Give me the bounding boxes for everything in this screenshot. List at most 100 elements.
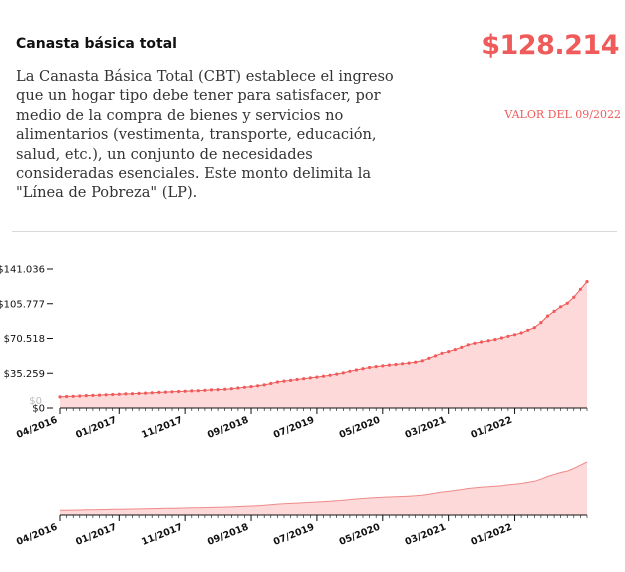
data-point[interactable] (354, 368, 358, 372)
data-point[interactable] (565, 301, 569, 305)
data-point[interactable] (447, 350, 451, 354)
context-x-tick-label: 09/2018 (206, 521, 250, 548)
data-point[interactable] (65, 394, 69, 399)
context-x-tick-label: 11/2017 (140, 522, 184, 548)
data-point[interactable] (427, 356, 431, 360)
data-point[interactable] (506, 334, 510, 338)
data-point[interactable] (137, 391, 141, 395)
data-point[interactable] (394, 362, 398, 367)
context-x-tick-label: 05/2020 (338, 521, 382, 548)
y-tick-label: $141.036 (0, 265, 45, 276)
data-point[interactable] (282, 379, 286, 383)
data-point[interactable] (71, 394, 75, 398)
data-point[interactable] (480, 340, 484, 344)
data-point[interactable] (302, 377, 306, 381)
data-point[interactable] (216, 388, 220, 392)
data-point[interactable] (150, 391, 154, 395)
y-tick-label-faded: $0 (29, 396, 42, 407)
data-point[interactable] (539, 321, 543, 325)
data-point[interactable] (223, 387, 227, 391)
data-point[interactable] (289, 378, 293, 382)
data-point[interactable] (97, 393, 102, 397)
data-point[interactable] (440, 351, 444, 355)
data-point[interactable] (328, 373, 332, 377)
data-point[interactable] (321, 374, 326, 378)
data-point[interactable] (499, 336, 503, 340)
data-point[interactable] (545, 314, 550, 318)
data-point[interactable] (453, 348, 457, 352)
data-point[interactable] (177, 389, 181, 394)
data-point[interactable] (163, 390, 167, 394)
data-point[interactable] (466, 343, 470, 347)
data-point[interactable] (381, 364, 385, 368)
data-point[interactable] (104, 393, 108, 397)
data-point[interactable] (519, 331, 523, 335)
data-point[interactable] (170, 390, 174, 394)
data-point[interactable] (585, 280, 589, 284)
x-tick-label: 11/2017 (140, 415, 184, 441)
data-point[interactable] (203, 388, 207, 392)
data-point[interactable] (58, 395, 62, 399)
data-point[interactable] (559, 305, 563, 309)
data-point[interactable] (368, 365, 372, 370)
data-point[interactable] (269, 381, 273, 386)
data-point[interactable] (407, 361, 411, 365)
context-x-tick-label: 01/2022 (470, 522, 514, 548)
data-point[interactable] (262, 383, 266, 387)
data-point[interactable] (532, 326, 536, 330)
y-tick-label: $0 (32, 404, 45, 415)
data-point[interactable] (493, 338, 497, 342)
data-point[interactable] (578, 287, 583, 291)
data-point[interactable] (486, 339, 490, 343)
data-point[interactable] (157, 390, 161, 394)
range-selector[interactable] (60, 456, 587, 515)
data-point[interactable] (552, 309, 556, 313)
data-point[interactable] (348, 369, 352, 373)
data-point[interactable] (111, 392, 115, 397)
data-point[interactable] (341, 371, 345, 375)
data-point[interactable] (236, 386, 240, 390)
data-point[interactable] (295, 377, 299, 382)
data-point[interactable] (387, 363, 391, 367)
data-point[interactable] (190, 389, 194, 393)
data-point[interactable] (78, 394, 82, 398)
data-point[interactable] (315, 375, 319, 379)
data-point[interactable] (401, 362, 405, 366)
data-point[interactable] (473, 341, 477, 345)
current-value: $128.214 (481, 30, 619, 61)
data-point[interactable] (526, 328, 530, 332)
data-point[interactable] (130, 392, 135, 396)
x-tick-label: 01/2022 (470, 415, 514, 441)
data-point[interactable] (249, 385, 253, 389)
data-point[interactable] (144, 391, 148, 395)
context-x-tick-label: 01/2017 (74, 522, 118, 548)
data-point[interactable] (91, 393, 95, 397)
data-point[interactable] (361, 367, 365, 371)
x-tick-label: 07/2019 (272, 415, 316, 441)
data-point[interactable] (256, 384, 260, 388)
x-tick-label: 01/2017 (74, 415, 118, 441)
data-point[interactable] (414, 360, 418, 364)
context-area-fill (60, 462, 587, 515)
data-point[interactable] (209, 388, 214, 392)
data-point[interactable] (308, 376, 312, 380)
data-point[interactable] (572, 295, 576, 299)
data-point[interactable] (117, 392, 121, 396)
data-point[interactable] (335, 372, 339, 376)
chart-title: Canasta básica total (16, 36, 177, 52)
data-point[interactable] (275, 380, 279, 384)
data-point[interactable] (229, 387, 233, 391)
data-point[interactable] (196, 389, 200, 393)
context-x-tick-label: 07/2019 (272, 522, 316, 548)
data-point[interactable] (374, 365, 378, 369)
data-point[interactable] (242, 385, 246, 389)
data-point[interactable] (124, 392, 128, 396)
data-point[interactable] (433, 354, 438, 358)
data-point[interactable] (420, 359, 424, 363)
data-point[interactable] (512, 333, 517, 337)
x-tick-label: 05/2020 (338, 414, 382, 441)
data-point[interactable] (460, 345, 464, 349)
data-point[interactable] (183, 389, 187, 393)
data-point[interactable] (84, 394, 88, 398)
